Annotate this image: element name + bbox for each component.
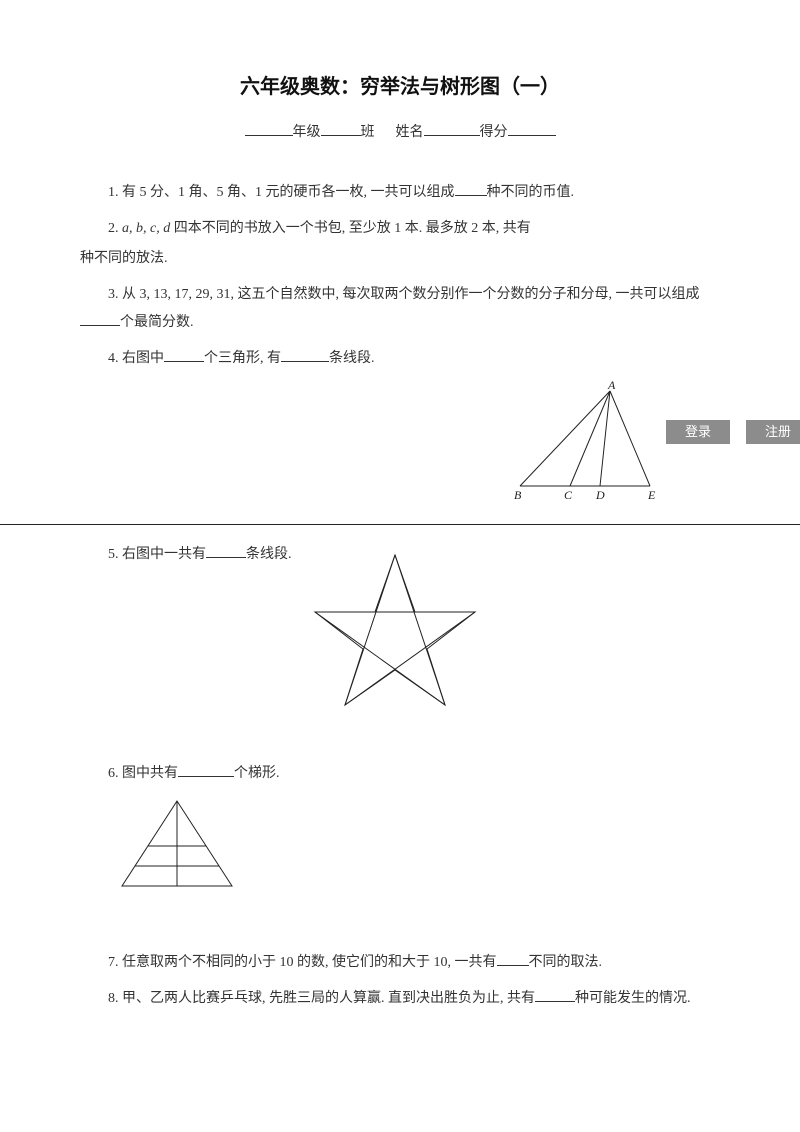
q7-blank [497,952,529,966]
q3-post: 个最简分数. [120,315,194,330]
q2-mid: 四本不同的书放入一个书包, 至少放 1 本. 最多放 2 本, 共有 [170,221,531,236]
login-button[interactable]: 登录 [666,420,730,444]
question-3: 3. 从 3, 13, 17, 29, 31, 这五个自然数中, 每次取两个数分… [80,281,720,337]
figure-triangle: A B C D E [80,381,720,506]
q2-pre: 2. [108,221,122,236]
q4-mid: 个三角形, 有 [204,351,281,366]
q7-pre: 7. 任意取两个不相同的小于 10 的数, 使它们的和大于 10, 一共有 [108,955,497,970]
figure-trapezoid [80,796,720,901]
question-6: 6. 图中共有 个梯形. [80,760,720,901]
q4-blank1 [164,348,204,362]
auth-buttons: 登录 注册 [666,420,800,444]
label-D: D [595,488,605,501]
label-C: C [564,488,573,501]
q4-pre: 4. 右图中 [108,351,164,366]
q8-post: 种可能发生的情况. [575,991,691,1006]
q5-post: 条线段. [246,547,292,562]
q3-blank [80,312,120,326]
q1-blank [455,182,487,196]
q6-blank [178,763,234,777]
q6-post: 个梯形. [234,766,280,781]
q1-post: 种不同的币值. [487,185,575,200]
question-4: 4. 右图中 个三角形, 有 条线段. A B C D E [80,345,720,506]
figure-star [310,547,480,712]
q8-pre: 8. 甲、乙两人比赛乒乓球, 先胜三局的人算赢. 直到决出胜负为止, 共有 [108,991,535,1006]
q7-post: 不同的取法. [529,955,603,970]
label-A: A [607,381,616,392]
register-button[interactable]: 注册 [746,420,800,444]
question-2: 2. a, b, c, d 四本不同的书放入一个书包, 至少放 1 本. 最多放… [80,215,720,273]
question-8: 8. 甲、乙两人比赛乒乓球, 先胜三局的人算赢. 直到决出胜负为止, 共有 种可能… [80,985,720,1013]
name-label: 姓名 [396,125,424,140]
blank-grade [245,122,293,136]
q4-blank2 [281,348,329,362]
page-title: 六年级奥数：穷举法与树形图（一） [80,70,720,99]
q5-pre: 5. 右图中一共有 [108,547,206,562]
score-label: 得分 [480,125,508,140]
q2-post: 种不同的放法. [80,251,168,266]
label-E: E [647,488,656,501]
q1-pre: 1. 有 5 分、1 角、5 角、1 元的硬币各一枚, 一共可以组成 [108,185,455,200]
question-5: 5. 右图中一共有 条线段. [80,541,720,730]
q3-pre: 3. 从 3, 13, 17, 29, 31, 这五个自然数中, 每次取两个数分… [108,287,700,302]
q6-pre: 6. 图中共有 [108,766,178,781]
info-line: 年级 班 姓名 得分 [80,121,720,141]
grade-label: 年级 [293,125,321,140]
blank-score [508,122,556,136]
blank-class [321,122,361,136]
question-1: 1. 有 5 分、1 角、5 角、1 元的硬币各一枚, 一共可以组成 种不同的币值… [80,179,720,207]
q2-vars: a, b, c, d [122,221,170,236]
class-label: 班 [361,125,375,140]
q8-blank [535,988,575,1002]
q5-blank [206,544,246,558]
horizontal-separator [0,524,800,525]
blank-name [424,122,480,136]
question-7: 7. 任意取两个不相同的小于 10 的数, 使它们的和大于 10, 一共有 不同的… [80,949,720,977]
label-B: B [514,488,522,501]
q4-post: 条线段. [329,351,375,366]
